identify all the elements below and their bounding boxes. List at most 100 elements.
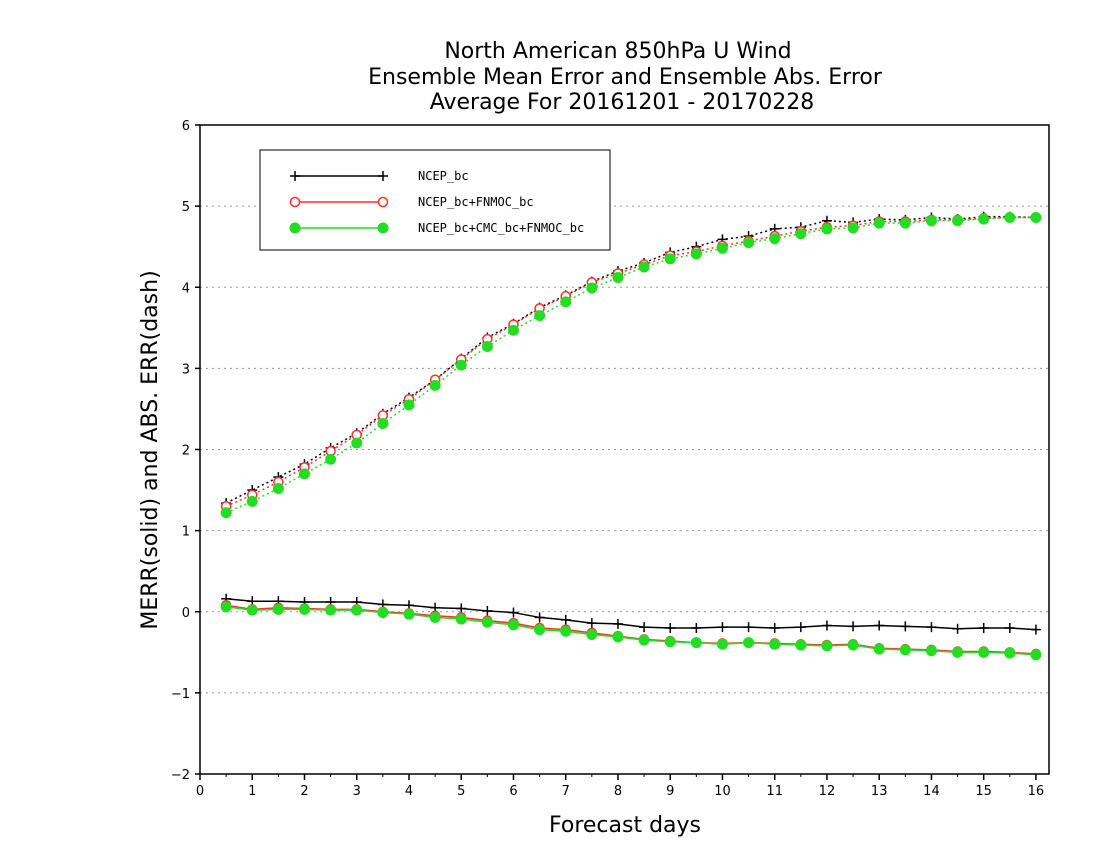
legend-marker <box>289 222 301 234</box>
series-1 <box>220 212 1042 660</box>
series-merr-point <box>586 628 598 640</box>
x-tick-label: 16 <box>1028 784 1045 799</box>
series-merr-point <box>769 622 780 633</box>
series-merr-point <box>769 638 781 650</box>
y-tick-label: 6 <box>182 119 190 134</box>
x-tick-label: 6 <box>509 784 517 799</box>
legend-marker <box>377 222 389 234</box>
series-merr-point <box>612 631 624 643</box>
series-merr-point <box>900 621 911 632</box>
series-merr-point <box>821 640 833 652</box>
series-merr-point <box>1004 647 1016 659</box>
series-abs-err-point <box>351 437 363 449</box>
legend-item-2: NCEP_bc+CMC_bc+FNMOC_bc <box>289 221 584 235</box>
series-abs-err-point <box>873 217 885 229</box>
x-tick-label: 4 <box>405 784 413 799</box>
x-tick-label: 2 <box>300 784 308 799</box>
series-merr-point <box>873 643 885 655</box>
series-merr-point <box>926 622 937 633</box>
y-tick-label: 3 <box>182 362 190 377</box>
series-abs-err-line <box>225 215 1036 504</box>
legend-marker <box>378 171 388 181</box>
series-merr-point <box>1004 622 1015 633</box>
series-merr-point <box>482 605 493 616</box>
series-merr-line <box>226 606 1036 656</box>
x-tick-label: 3 <box>353 784 361 799</box>
series-merr-point <box>690 637 702 649</box>
series-merr-point <box>1030 649 1042 661</box>
series-merr-point <box>665 622 676 633</box>
series-abs-err-line <box>225 216 1036 514</box>
series-merr-point <box>743 622 754 633</box>
series-merr-point <box>639 622 650 633</box>
x-tick-label: 13 <box>871 784 888 799</box>
y-tick-label: 2 <box>182 444 190 459</box>
legend-box <box>259 149 611 251</box>
series-abs-err-point <box>925 215 937 227</box>
series-abs-err-point <box>220 507 232 519</box>
chart-title: North American 850hPa U Wind Ensemble Me… <box>368 39 883 115</box>
chart-title-line-3: Average For 20161201 - 20170228 <box>430 90 815 115</box>
series-merr-point <box>664 636 676 648</box>
series-merr-point <box>691 622 702 633</box>
series-abs-err-point <box>272 482 284 494</box>
y-axis-label: MERR(solid) and ABS. ERR(dash) <box>138 270 163 629</box>
series-merr-point <box>351 604 363 616</box>
y-tick-label: −2 <box>171 768 190 783</box>
series-merr-point <box>978 622 989 633</box>
series-abs-err-point <box>507 324 519 336</box>
series-abs-err-point <box>743 237 755 249</box>
series-merr-point <box>377 607 389 619</box>
series-abs-err-point <box>1004 211 1016 223</box>
series-abs-err-point <box>560 296 572 308</box>
chart-title-line-2: Ensemble Mean Error and Ensemble Abs. Er… <box>368 65 883 90</box>
series-merr-point <box>743 637 755 649</box>
series-merr-point <box>508 607 519 618</box>
series-merr-point <box>429 611 441 623</box>
y-tick-label: 4 <box>182 281 190 296</box>
series-abs-err-point <box>769 233 781 245</box>
series-abs-err-point <box>455 359 467 371</box>
legend-label: NCEP_bc+CMC_bc+FNMOC_bc <box>418 221 584 235</box>
series-merr-line <box>226 604 1036 655</box>
series-merr-point <box>481 616 493 628</box>
series-merr-point <box>560 614 571 625</box>
legend-marker <box>289 196 301 208</box>
series-merr-point <box>795 639 807 651</box>
legend-marker <box>377 196 389 208</box>
series-abs-err-point <box>690 248 702 260</box>
series-merr-point <box>1030 624 1041 635</box>
series-merr-point <box>874 620 885 631</box>
series-merr-point <box>952 646 964 658</box>
x-tick-label: 11 <box>766 784 783 799</box>
x-tick-label: 9 <box>666 784 674 799</box>
y-tick-label: 5 <box>182 200 190 215</box>
series-abs-err-point <box>298 468 310 480</box>
x-tick-label: 1 <box>248 784 256 799</box>
series-merr-point <box>560 625 572 637</box>
legend-item-1: NCEP_bc+FNMOC_bc <box>289 195 534 209</box>
series-abs-err-point <box>377 418 389 430</box>
series-merr-point <box>899 644 911 656</box>
series-merr-point <box>507 619 519 631</box>
series-merr-point <box>925 645 937 657</box>
series-abs-err-point <box>325 453 337 465</box>
series-merr-point <box>455 613 467 625</box>
series-merr-point <box>298 603 310 615</box>
legend-marker <box>290 171 300 181</box>
series-merr-point <box>717 622 728 633</box>
series-merr-point <box>403 608 415 620</box>
series-abs-err-point <box>481 340 493 352</box>
legend-label: NCEP_bc <box>418 169 469 183</box>
series-abs-err-point <box>246 495 258 507</box>
series-merr-point <box>220 601 232 613</box>
legend-label: NCEP_bc+FNMOC_bc <box>418 195 534 209</box>
series-abs-err-point <box>716 242 728 254</box>
series-merr-point <box>586 618 597 629</box>
x-tick-label: 10 <box>714 784 731 799</box>
series-abs-err-point <box>429 379 441 391</box>
series-abs-err-point <box>612 272 624 284</box>
series-abs-err-point <box>899 217 911 229</box>
